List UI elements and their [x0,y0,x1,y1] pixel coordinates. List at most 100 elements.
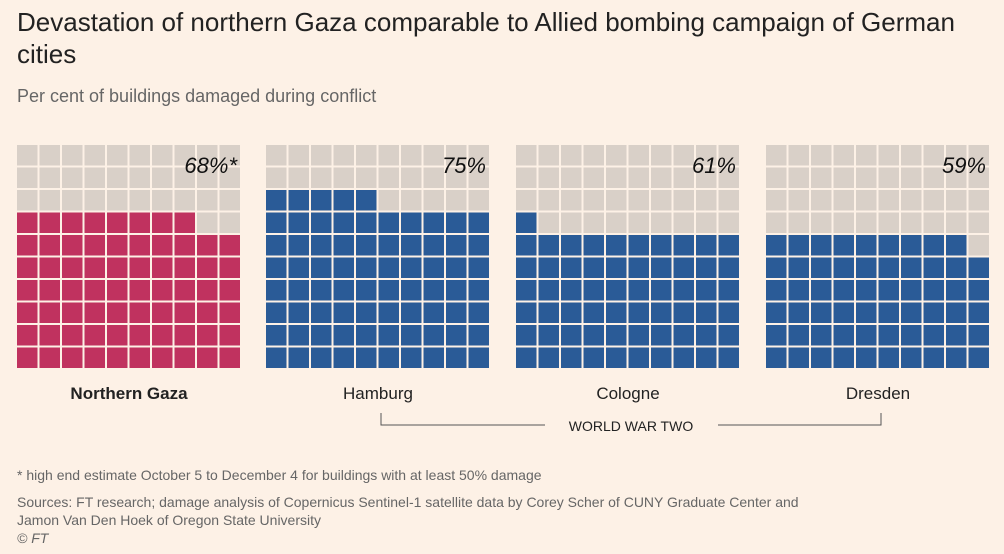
waffle-cell-filled [446,325,467,346]
waffle-cell-filled [968,347,989,368]
waffle-cell-filled [356,212,377,233]
waffle-cell-filled [401,325,422,346]
waffle-cell-filled [378,280,399,301]
waffle-cell-filled [356,280,377,301]
waffle-cell-empty [673,145,694,166]
waffle-cell-filled [766,257,787,278]
waffle-cell-filled [288,347,309,368]
waffle-cell-empty [152,167,173,188]
waffle-cell-filled [107,302,128,323]
waffle-cell-empty [718,212,739,233]
waffle-cell-empty [129,167,150,188]
waffle-cell-filled [878,302,899,323]
waffle-cell-filled [946,325,967,346]
waffle-cell-filled [17,257,38,278]
waffle-cell-filled [811,347,832,368]
waffle-cell-filled [378,302,399,323]
waffle-cell-filled [606,302,627,323]
waffle-cell-filled [468,280,489,301]
waffle-cell-filled [219,280,240,301]
waffle-cell-filled [718,235,739,256]
waffle-cell-filled [833,325,854,346]
waffle-cell-filled [696,280,717,301]
waffle-cell-filled [219,235,240,256]
waffle-cell-filled [606,280,627,301]
waffle-cell-empty [946,167,967,188]
waffle-cell-filled [583,325,604,346]
waffle-cell-filled [788,347,809,368]
waffle-cell-empty [219,145,240,166]
waffle-cell-filled [311,190,332,211]
waffle-cell-filled [516,257,537,278]
waffle-cell-filled [946,235,967,256]
waffle-cell-filled [833,347,854,368]
waffle-cell-filled [946,280,967,301]
waffle-cell-empty [856,167,877,188]
footnote: * high end estimate October 5 to Decembe… [17,467,542,483]
waffle-cell-filled [628,235,649,256]
waffle-cell-filled [946,347,967,368]
waffle-cell-filled [628,347,649,368]
waffle-cell-filled [356,347,377,368]
waffle-cell-filled [17,235,38,256]
waffle-cell-filled [788,325,809,346]
waffle-cell-empty [673,167,694,188]
waffle-cell-filled [288,280,309,301]
waffle-cell-filled [356,235,377,256]
waffle-cell-filled [423,325,444,346]
waffle-cell-empty [628,167,649,188]
waffle-cell-empty [651,190,672,211]
waffle-cell-filled [288,190,309,211]
waffle-cell-empty [288,167,309,188]
waffle-cell-filled [561,280,582,301]
waffle-cell-filled [129,280,150,301]
waffle-cell-filled [84,302,105,323]
waffle-cell-empty [811,190,832,211]
waffle-cell-filled [696,257,717,278]
waffle-cell-filled [673,235,694,256]
waffle-cell-filled [856,235,877,256]
group-label: WORLD WAR TWO [569,418,694,434]
waffle-cell-empty [538,167,559,188]
waffle-cell-filled [378,257,399,278]
waffle-cell-filled [378,325,399,346]
waffle-cell-empty [968,145,989,166]
waffle-cell-filled [878,235,899,256]
waffle-cell-filled [901,302,922,323]
waffle-cell-filled [628,280,649,301]
waffle-cell-filled [811,280,832,301]
waffle-cell-filled [311,257,332,278]
waffle-cell-empty [696,145,717,166]
waffle-cell-filled [628,325,649,346]
waffle-cell-filled [107,235,128,256]
waffle-cell-empty [901,145,922,166]
waffle-cell-empty [107,167,128,188]
waffle-cell-filled [856,347,877,368]
waffle-cell-filled [129,212,150,233]
waffle-cell-empty [673,212,694,233]
waffle-cell-filled [39,347,60,368]
waffle-cell-empty [651,145,672,166]
waffle-cell-empty [788,212,809,233]
waffle-cell-filled [84,347,105,368]
waffle-cell-filled [129,347,150,368]
waffle-cell-filled [878,347,899,368]
waffle-cell-filled [923,235,944,256]
waffle-cell-empty [516,167,537,188]
waffle-cell-filled [333,280,354,301]
waffle-cell-filled [219,257,240,278]
waffle-cell-filled [516,347,537,368]
waffle-cell-empty [628,190,649,211]
waffle-cell-empty [766,167,787,188]
waffle-cell-empty [17,167,38,188]
waffle-cell-filled [516,212,537,233]
waffle-cell-empty [856,212,877,233]
value-label: 61% [692,153,736,178]
waffle-cell-empty [39,167,60,188]
waffle-cell-empty [446,190,467,211]
waffle-cell-empty [923,212,944,233]
waffle-cell-filled [288,212,309,233]
waffle-cell-filled [197,347,218,368]
waffle-cell-filled [923,347,944,368]
waffle-cell-empty [561,212,582,233]
